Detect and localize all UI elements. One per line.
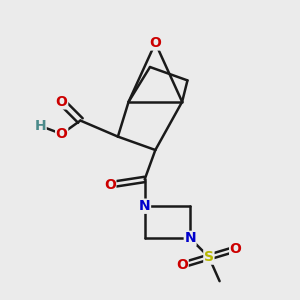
Text: O: O bbox=[176, 258, 188, 272]
Text: N: N bbox=[184, 231, 196, 245]
Text: S: S bbox=[204, 250, 214, 264]
Text: O: O bbox=[230, 242, 242, 256]
Text: N: N bbox=[139, 199, 151, 213]
Text: O: O bbox=[56, 127, 68, 141]
Text: O: O bbox=[149, 36, 161, 50]
Text: H: H bbox=[34, 119, 46, 133]
Text: O: O bbox=[56, 95, 68, 109]
Text: O: O bbox=[104, 178, 116, 192]
